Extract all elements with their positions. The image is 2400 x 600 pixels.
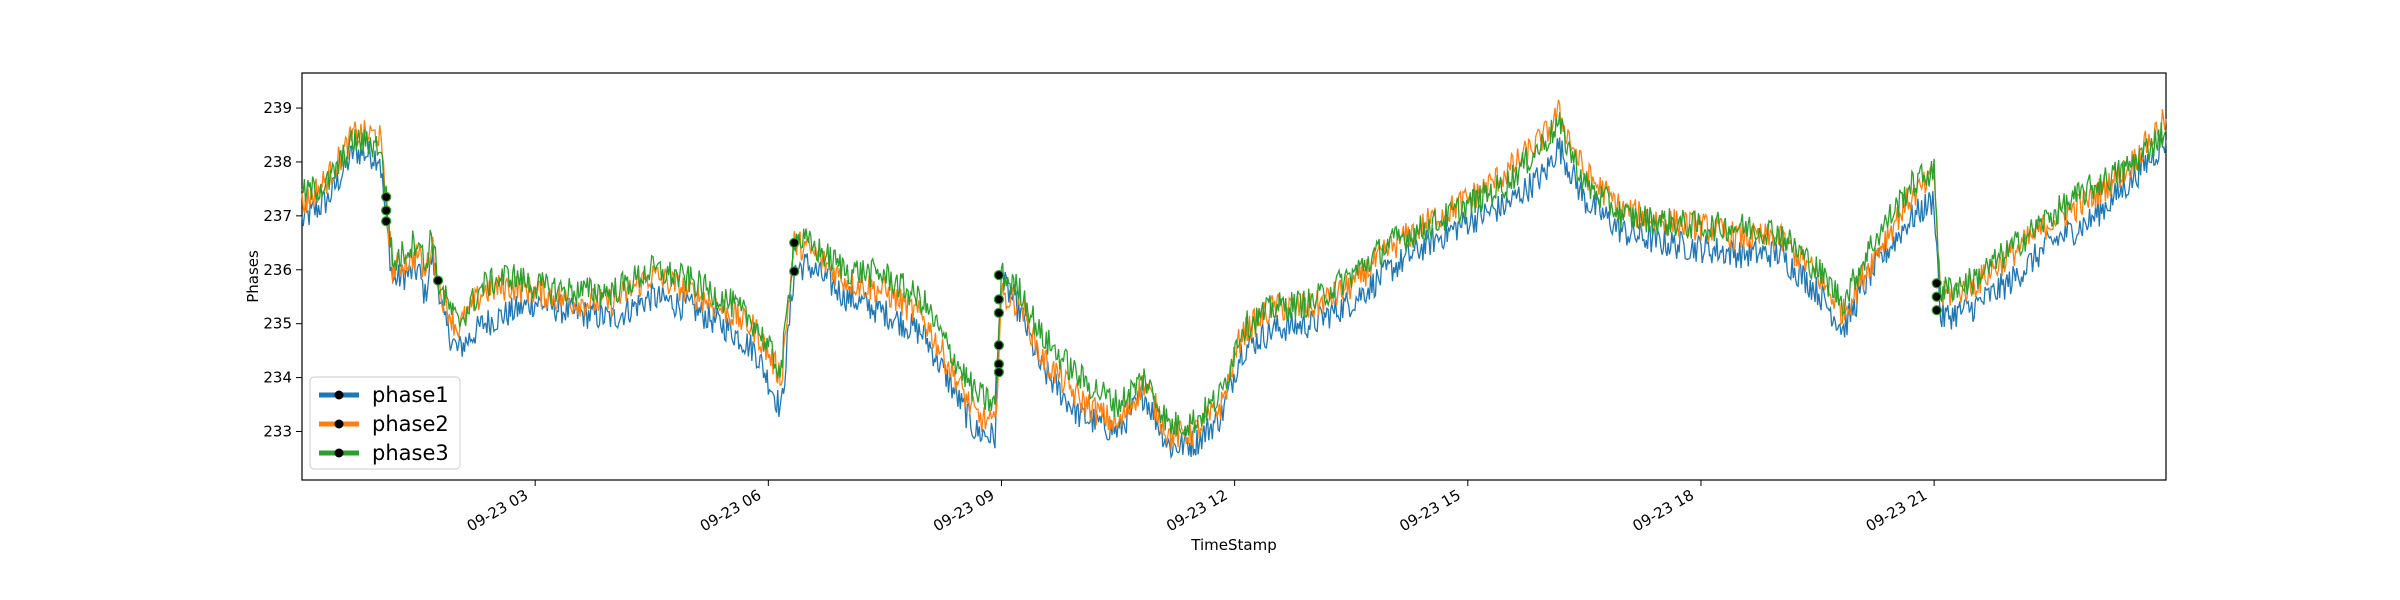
legend-label-phase2: phase2 <box>372 412 449 436</box>
x-tick-label: 09-23 18 <box>1630 486 1697 535</box>
legend-marker-phase2 <box>334 419 344 429</box>
y-tick-label: 233 <box>263 422 292 440</box>
plot-area <box>301 72 2167 481</box>
marker-layer <box>381 191 1942 378</box>
legend-marker-phase3 <box>334 448 344 458</box>
legend: phase1 phase2 phase3 <box>309 376 461 470</box>
event-marker <box>1931 291 1942 302</box>
event-marker <box>1931 305 1942 316</box>
event-marker <box>993 367 1004 378</box>
event-marker <box>993 294 1004 305</box>
event-marker <box>381 191 392 203</box>
legend-label-phase3: phase3 <box>372 441 449 465</box>
series-layer <box>301 99 2167 460</box>
y-tick-label: 237 <box>263 207 292 225</box>
x-tick-label: 09-23 09 <box>930 486 997 535</box>
event-marker <box>993 307 1004 318</box>
y-tick-label: 238 <box>263 153 292 171</box>
legend-box <box>309 376 461 470</box>
legend-label-phase1: phase1 <box>372 383 449 407</box>
y-axis: 233 234 235 236 237 238 239 <box>263 99 302 440</box>
series-line-phase2 <box>301 99 2167 451</box>
series-line-phase3 <box>301 112 2167 437</box>
y-axis-title: Phases <box>244 250 262 303</box>
x-tick-label: 09-23 03 <box>464 486 531 535</box>
y-tick-label: 236 <box>263 261 292 279</box>
legend-marker-phase1 <box>334 390 344 400</box>
y-tick-label: 239 <box>263 99 292 117</box>
event-marker <box>432 275 444 286</box>
x-axis: 09-23 03 09-23 06 09-23 09 09-23 12 09-23 15… <box>464 480 1935 535</box>
x-tick-label: 09-23 06 <box>697 486 764 535</box>
y-tick-label: 234 <box>263 369 292 387</box>
event-marker <box>789 266 800 277</box>
event-marker <box>381 205 392 216</box>
x-tick-label: 09-23 15 <box>1396 486 1463 535</box>
x-tick-label: 09-23 12 <box>1163 486 1230 535</box>
event-marker <box>1931 278 1942 289</box>
event-marker <box>993 270 1004 281</box>
x-tick-label: 09-23 21 <box>1863 486 1930 535</box>
event-marker <box>381 216 392 227</box>
y-tick-label: 235 <box>263 315 292 333</box>
event-marker <box>993 340 1004 351</box>
event-marker <box>789 237 800 248</box>
x-axis-title: TimeStamp <box>1190 536 1276 554</box>
